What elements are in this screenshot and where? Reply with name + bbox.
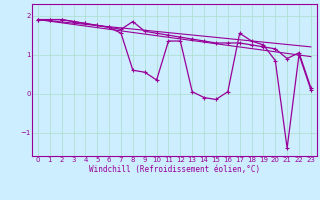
X-axis label: Windchill (Refroidissement éolien,°C): Windchill (Refroidissement éolien,°C) (89, 165, 260, 174)
